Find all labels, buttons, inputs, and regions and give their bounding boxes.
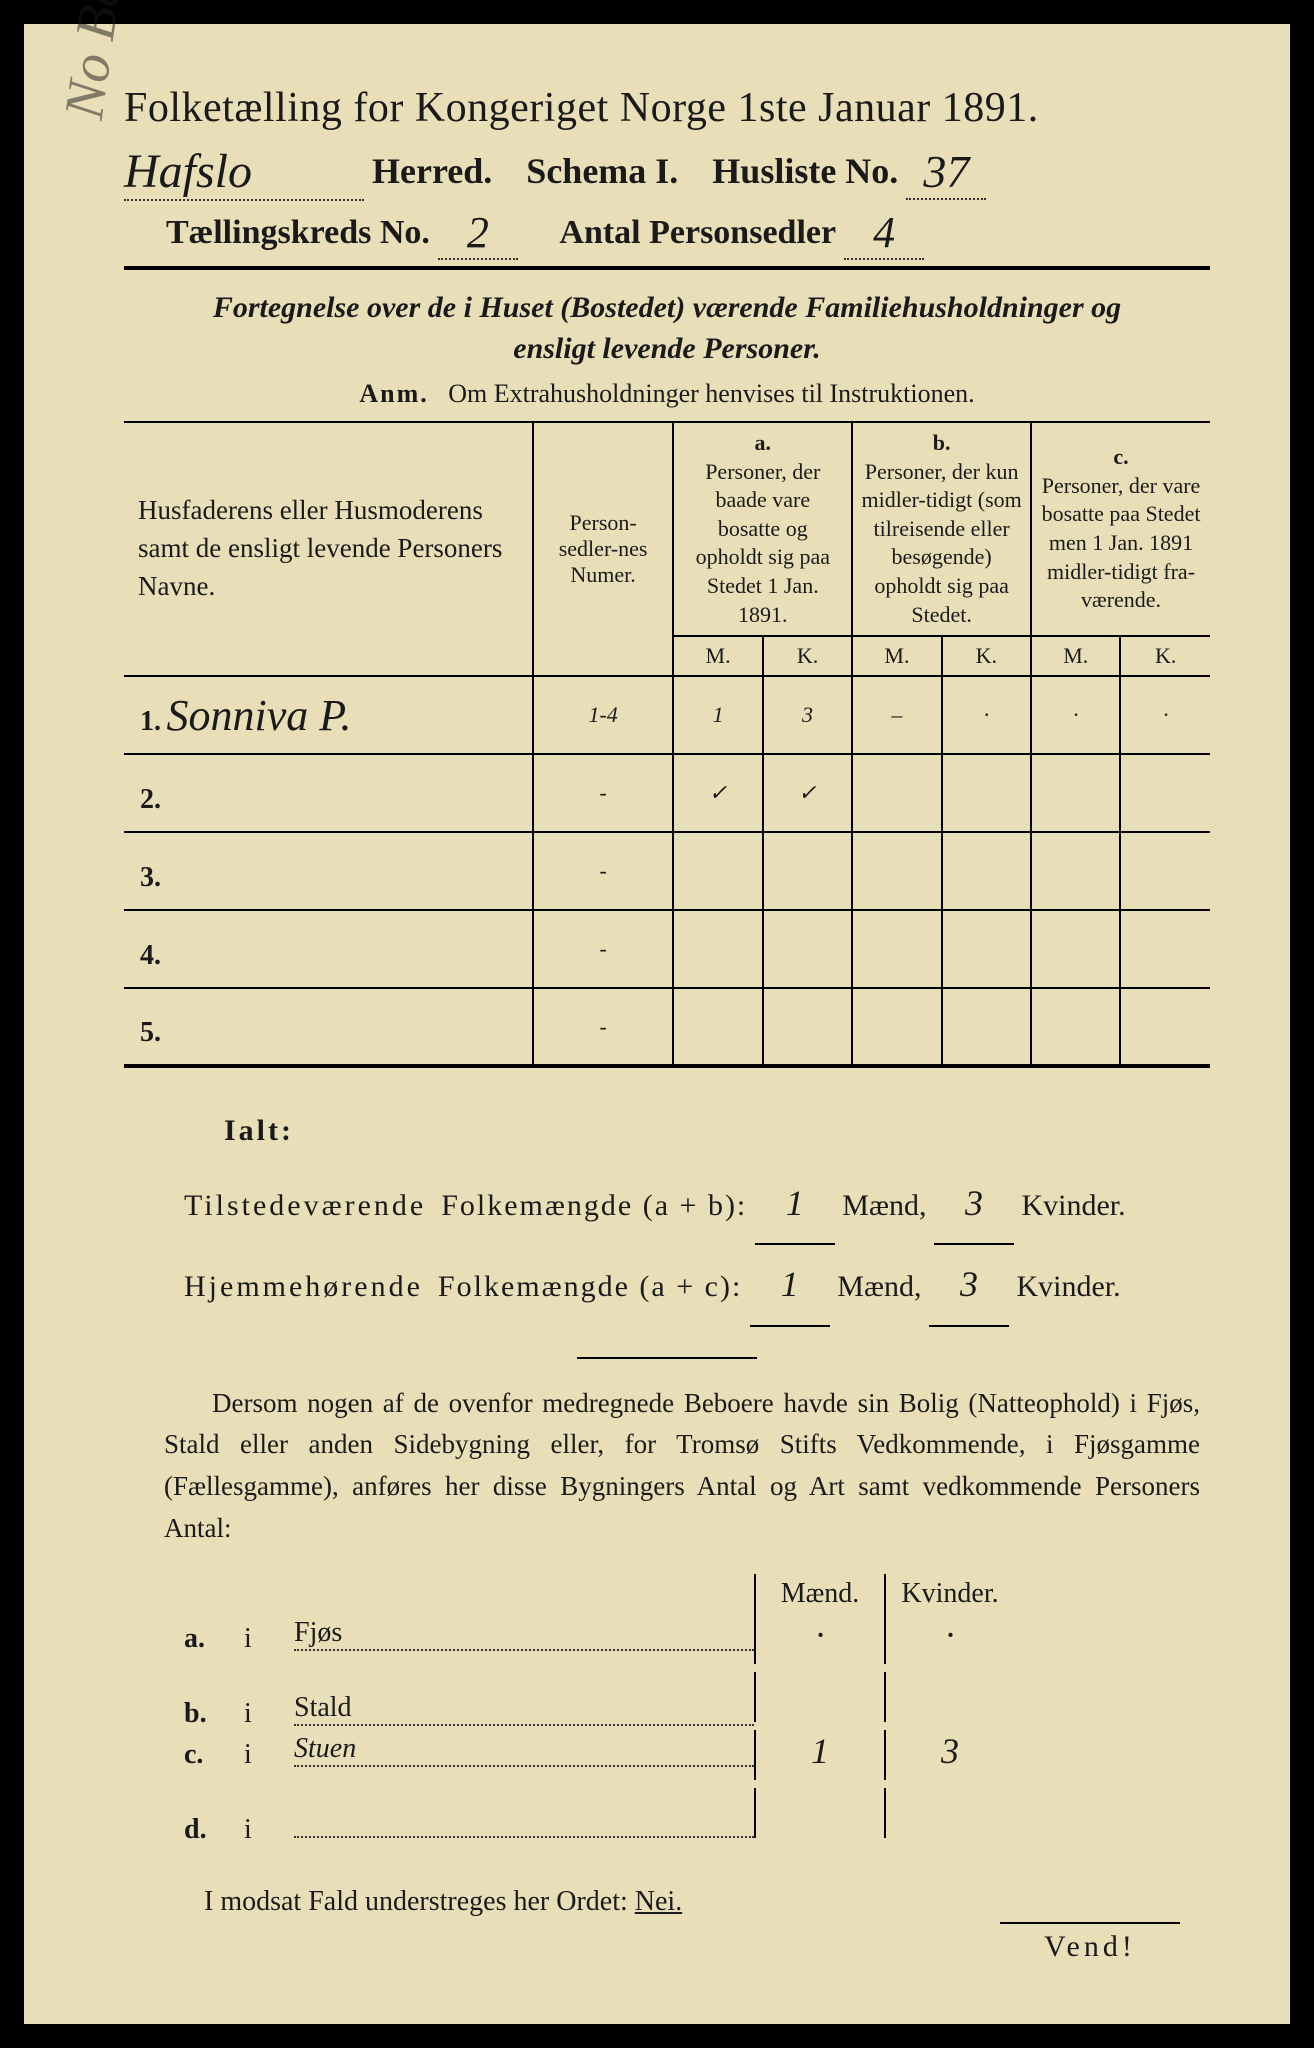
- anm-line: Anm. Om Extrahusholdninger henvises til …: [124, 379, 1210, 409]
- side-row: a.iFjøs··: [184, 1614, 1210, 1672]
- side-row: d.i: [184, 1788, 1210, 1846]
- totals-block: Ialt: Tilstedeværende Folkemængde (a + b…: [184, 1098, 1210, 1326]
- side-row: c.iStuen13: [184, 1730, 1210, 1788]
- page-title: Folketælling for Kongeriget Norge 1ste J…: [124, 84, 1210, 132]
- antal-value: 4: [844, 207, 924, 260]
- resident-k: 3: [929, 1245, 1009, 1326]
- husliste-value: 37: [906, 145, 986, 200]
- anm-prefix: Anm.: [359, 379, 428, 408]
- herred-label: Herred.: [372, 150, 492, 192]
- schema-label: Schema I.: [526, 150, 678, 192]
- col-a-k: K.: [763, 636, 852, 676]
- kreds-label: Tællingskreds No.: [166, 214, 430, 252]
- col-b-m: M.: [852, 636, 941, 676]
- col-a-header: a. Personer, der baade vare bosatte og o…: [673, 422, 852, 636]
- table-row: 4. -: [124, 910, 1210, 988]
- present-m: 1: [755, 1164, 835, 1245]
- col-a-m: M.: [673, 636, 762, 676]
- small-divider: [577, 1357, 757, 1359]
- antal-label: Antal Personsedler: [559, 214, 836, 252]
- col-b-header: b. Personer, der kun midler-tidigt (som …: [852, 422, 1031, 636]
- nei-line: I modsat Fald understreges her Ordet: Ne…: [204, 1886, 1210, 1918]
- kreds-line: Tællingskreds No. 2 Antal Personsedler 4: [124, 203, 1210, 256]
- census-table: Husfaderens eller Husmoderens samt de en…: [124, 421, 1210, 1068]
- side-head-k: Kvinder.: [884, 1574, 1014, 1614]
- divider: [124, 266, 1210, 270]
- side-head-m: Mænd.: [754, 1574, 884, 1614]
- col-c-header: c. Personer, der vare bosatte paa Stedet…: [1031, 422, 1210, 636]
- table-row: 5. -: [124, 988, 1210, 1066]
- table-row: 3. -: [124, 832, 1210, 910]
- census-form-page: No Beers Folketælling for Kongeriget Nor…: [0, 0, 1314, 2048]
- kreds-value: 2: [438, 207, 518, 260]
- col-b-k: K.: [942, 636, 1031, 676]
- col-name-header: Husfaderens eller Husmoderens samt de en…: [124, 422, 533, 676]
- anm-text: Om Extrahusholdninger henvises til Instr…: [448, 379, 974, 408]
- totals-line-2: Hjemmehørende Folkemængde (a + c): 1 Mæn…: [184, 1245, 1210, 1326]
- totals-line-1: Tilstedeværende Folkemængde (a + b): 1 M…: [184, 1164, 1210, 1245]
- table-row: 1. Sonniva P.1-413–···: [124, 676, 1210, 754]
- herred-value: Hafslo: [124, 144, 364, 201]
- ialt-label: Ialt:: [224, 1114, 294, 1147]
- side-row: b.iStald: [184, 1672, 1210, 1730]
- husliste-label: Husliste No.: [712, 150, 898, 192]
- paragraph: Dersom nogen af de ovenfor medregnede Be…: [164, 1383, 1200, 1550]
- col-num-header: Person-sedler-nes Numer.: [533, 422, 674, 676]
- vend-label: Vend!: [1000, 1922, 1180, 1964]
- resident-m: 1: [750, 1245, 830, 1326]
- present-k: 3: [934, 1164, 1014, 1245]
- subtitle: Fortegnelse over de i Huset (Bostedet) v…: [184, 288, 1150, 369]
- side-table: a.iFjøs··b.iStaldc.iStuen13d.i: [184, 1614, 1210, 1846]
- side-table-header: Mænd. Kvinder.: [754, 1574, 1210, 1614]
- col-c-m: M.: [1031, 636, 1120, 676]
- herred-line: Hafslo Herred. Schema I. Husliste No. 37: [124, 140, 1210, 197]
- col-c-k: K.: [1120, 636, 1210, 676]
- table-row: 2. -✓✓: [124, 754, 1210, 832]
